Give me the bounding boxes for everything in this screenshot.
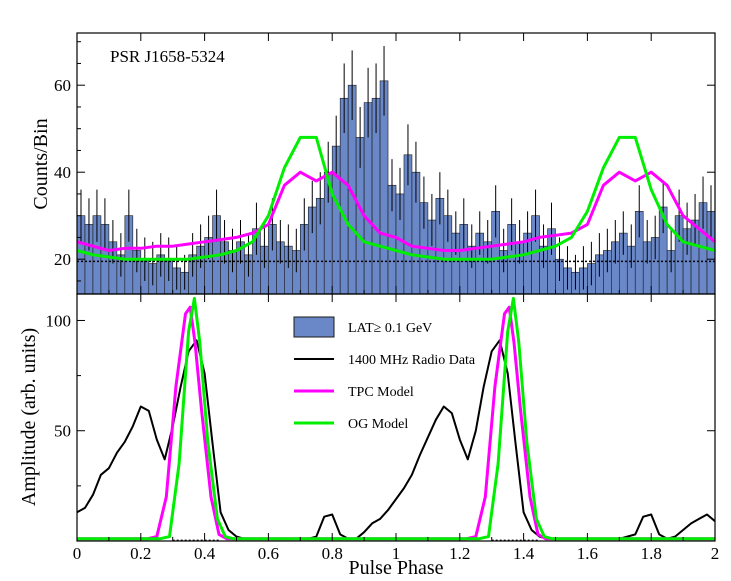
x-axis-label: Pulse Phase — [349, 557, 444, 579]
model-curves-top — [76, 135, 716, 261]
x-tick-label: 2 — [711, 544, 720, 563]
legend: LAT≥ 0.1 GeV 1400 MHz Radio Data TPC Model… — [293, 316, 476, 432]
x-tick-label: 1.2 — [449, 544, 470, 563]
legend-swatch-lat — [293, 316, 335, 338]
x-tick-label: 0.6 — [258, 544, 279, 563]
tpc-model-curve-top — [76, 170, 716, 252]
x-tick-label: 0 — [73, 544, 82, 563]
bottom-y-tick-label: 50 — [54, 422, 71, 441]
x-tick-label: 0.4 — [194, 544, 216, 563]
top-y-axis: 20 40 60 — [54, 41, 715, 282]
x-tick-label: 1.6 — [577, 544, 598, 563]
x-axis: 0 0.2 0.4 0.6 0.8 1 1.2 1.4 1.6 1.8 2 — [73, 294, 720, 563]
legend-label: 1400 MHz Radio Data — [348, 353, 476, 368]
x-tick-label: 0.8 — [322, 544, 343, 563]
og-model-curve — [77, 296, 715, 541]
pulsar-name-annotation: PSR J1658-5324 — [110, 47, 225, 66]
lat-histogram — [76, 80, 716, 295]
og-model-curve-top — [76, 135, 716, 261]
top-y-tick-label: 20 — [54, 250, 71, 269]
legend-label: OG Model — [348, 417, 408, 432]
bottom-panel: 50 100 0 0.2 0.4 0.6 0.8 1 1.2 1.4 1.6 1.8 2 LAT≥ 0… — [18, 293, 720, 579]
error-bars — [80, 46, 712, 290]
top-panel: 20 40 60 PSR J1658-5324 Counts/Bin — [30, 32, 716, 295]
x-tick-label: 0.2 — [130, 544, 151, 563]
x-tick-label: 1 — [392, 544, 401, 563]
legend-label: TPC Model — [348, 385, 414, 400]
bottom-y-axis-label: Amplitude (arb. units) — [18, 328, 40, 506]
top-y-tick-label: 40 — [54, 163, 71, 182]
bottom-y-tick-label: 100 — [46, 311, 72, 330]
legend-label: LAT≥ 0.1 GeV — [348, 321, 432, 336]
x-tick-label: 1.4 — [513, 544, 535, 563]
top-y-axis-label: Counts/Bin — [30, 118, 52, 209]
top-x-ticks — [76, 33, 716, 294]
top-y-tick-label: 60 — [54, 76, 71, 95]
bottom-y-axis: 50 100 — [46, 311, 715, 487]
bottom-curves — [76, 296, 716, 542]
x-tick-label: 1.8 — [641, 544, 662, 563]
